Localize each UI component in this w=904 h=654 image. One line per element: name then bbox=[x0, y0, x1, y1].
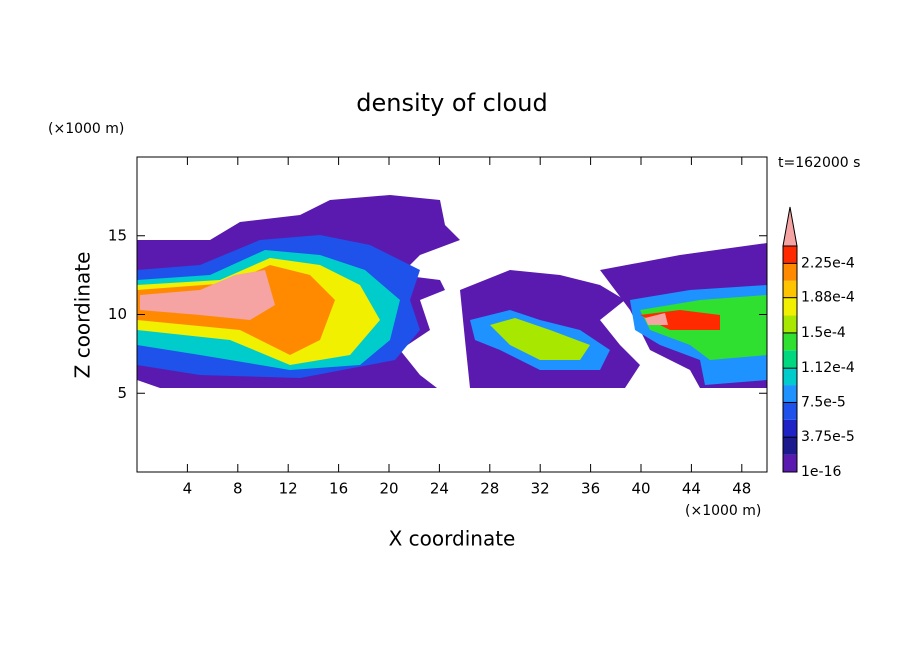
x-tick-label: 16 bbox=[329, 480, 348, 498]
colorbar-band bbox=[783, 246, 797, 264]
contour-region bbox=[490, 318, 590, 360]
colorbar-band bbox=[783, 298, 797, 316]
colorbar-band bbox=[783, 350, 797, 368]
contour-field bbox=[137, 195, 767, 388]
x-tick-label: 36 bbox=[581, 480, 600, 498]
x-axis-label: X coordinate bbox=[389, 527, 516, 551]
colorbar-band bbox=[783, 419, 797, 438]
chart-title: density of cloud bbox=[356, 89, 547, 117]
y-tick-label: 5 bbox=[117, 384, 127, 402]
contour-region bbox=[140, 270, 275, 320]
colorbar-tick-label: 1.12e-4 bbox=[801, 360, 855, 376]
time-label: t=162000 s bbox=[778, 155, 860, 171]
x-tick-label: 24 bbox=[430, 480, 449, 498]
colorbar-band bbox=[783, 315, 797, 333]
colorbar-tick-label: 7.5e-5 bbox=[801, 394, 846, 410]
contour-region bbox=[645, 313, 668, 325]
x-tick-label: 4 bbox=[183, 480, 193, 498]
colorbar-tick-label: 1e-16 bbox=[801, 464, 841, 480]
x-tick-label: 28 bbox=[480, 480, 499, 498]
y-tick-label: 10 bbox=[108, 305, 127, 323]
y-tick-label: 15 bbox=[108, 226, 127, 244]
colorbar-tick-label: 1.88e-4 bbox=[801, 290, 855, 306]
colorbar-band bbox=[783, 454, 797, 472]
x-tick-label: 20 bbox=[379, 480, 398, 498]
colorbar-tick-label: 1.5e-4 bbox=[801, 325, 846, 341]
colorbar-tick-label: 2.25e-4 bbox=[801, 255, 855, 271]
colorbar-band bbox=[783, 280, 797, 299]
y-axis-label: Z coordinate bbox=[71, 252, 95, 379]
x-tick-label: 40 bbox=[631, 480, 650, 498]
colorbar-tick-label: 3.75e-5 bbox=[801, 429, 855, 445]
x-tick-label: 44 bbox=[682, 480, 701, 498]
colorbar-band bbox=[783, 402, 797, 420]
x-tick-label: 48 bbox=[732, 480, 751, 498]
colorbar-band bbox=[783, 367, 797, 386]
colorbar-extension bbox=[782, 206, 798, 247]
x-tick-label: 32 bbox=[531, 480, 550, 498]
x-unit: (×1000 m) bbox=[685, 503, 761, 519]
colorbar-band bbox=[783, 437, 797, 455]
y-unit: (×1000 m) bbox=[48, 121, 124, 137]
x-tick-label: 8 bbox=[233, 480, 243, 498]
colorbar-band bbox=[783, 385, 797, 403]
x-tick-label: 12 bbox=[279, 480, 298, 498]
colorbar-band bbox=[783, 332, 797, 351]
colorbar-band bbox=[783, 263, 797, 281]
